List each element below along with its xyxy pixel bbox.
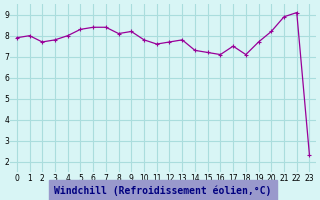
X-axis label: Windchill (Refroidissement éolien,°C): Windchill (Refroidissement éolien,°C) bbox=[54, 185, 272, 196]
